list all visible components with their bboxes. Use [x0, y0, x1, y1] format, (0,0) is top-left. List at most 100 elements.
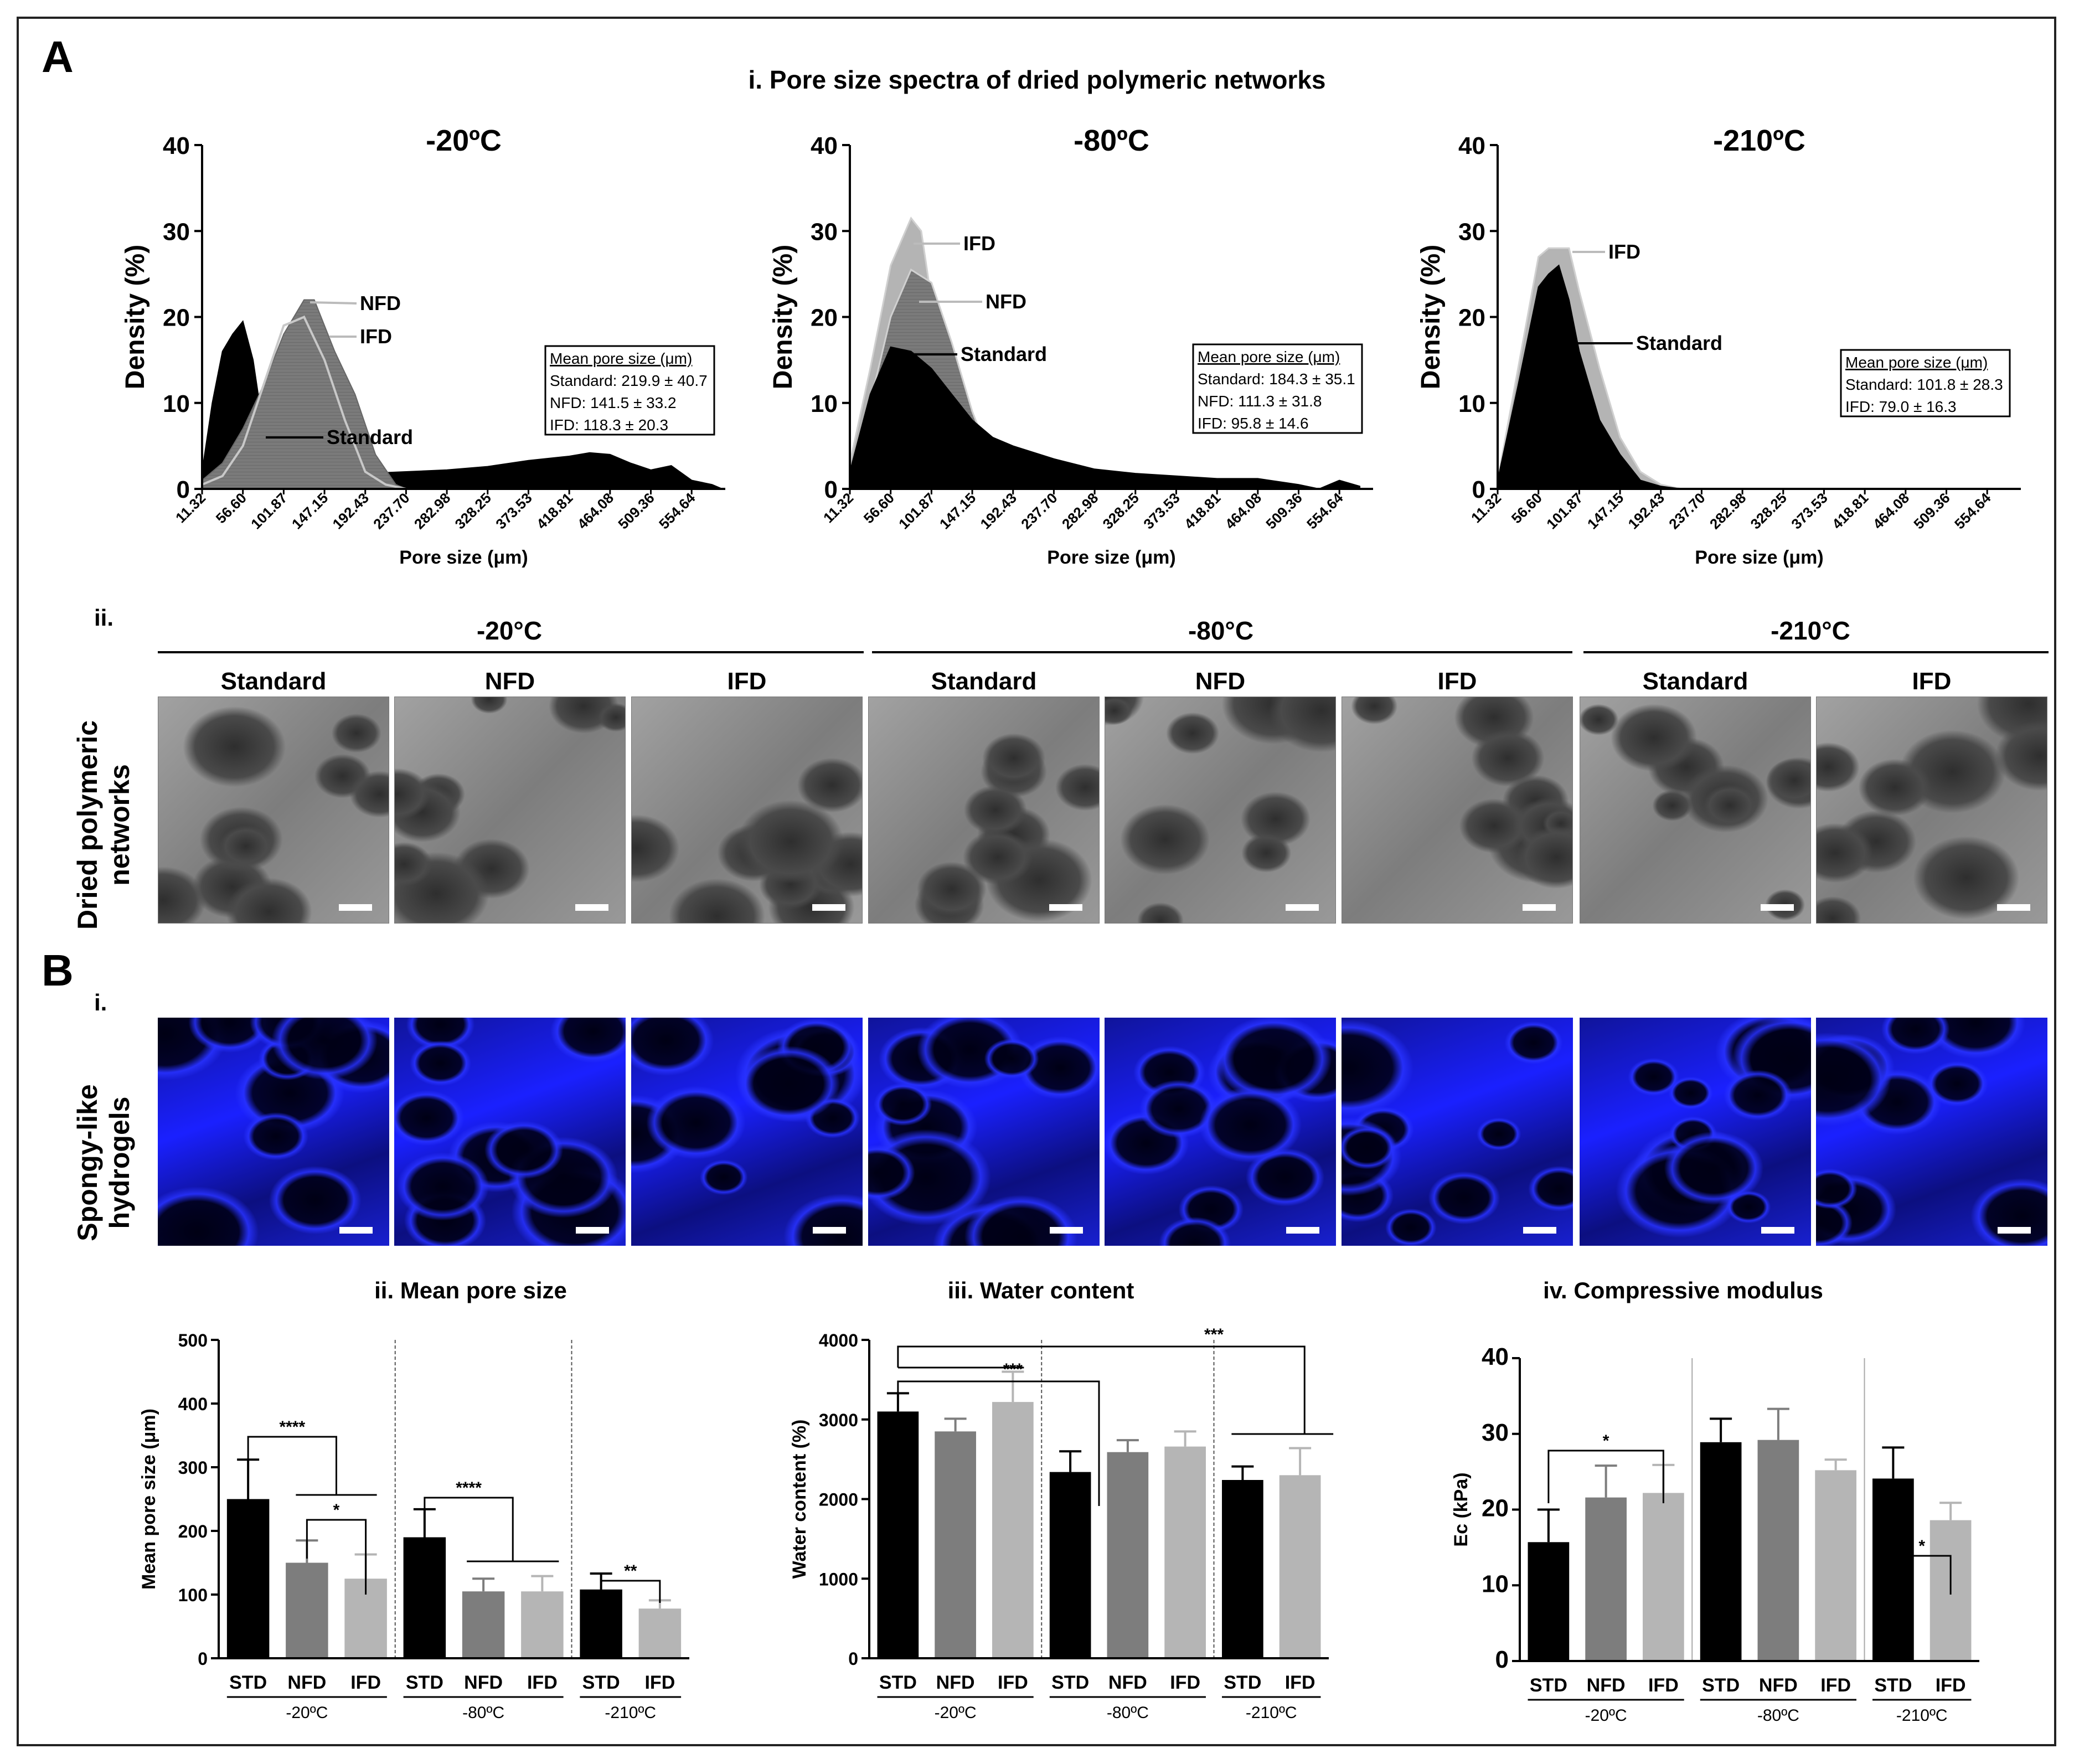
bar [580, 1589, 622, 1658]
x-tick-label: 509.36 [615, 489, 657, 532]
bar-chart: STD NFD IFD -20ºC STD NFD IFD -80ºC STD IFD -210ºC… [138, 1330, 689, 1722]
y-tick-label: 30 [163, 218, 190, 245]
row-label-dried-line2: networks [104, 764, 135, 886]
significance-bracket [424, 1497, 514, 1561]
category-label: NFD [1759, 1675, 1798, 1696]
bar [992, 1402, 1034, 1658]
mean-pore-size-box [1192, 343, 1363, 434]
mean-pore-size-box-line: Standard: 101.8 ± 28.3 [1845, 376, 2003, 393]
callout-label: IFD [360, 325, 392, 348]
x-tick-label: 101.87 [1543, 489, 1586, 532]
row-label-dried: Dried polymeric networks [72, 720, 135, 930]
scale-bar [575, 904, 608, 911]
y-axis-label: Density (%) [1416, 245, 1446, 389]
mean-pore-size-box [544, 345, 715, 436]
y-tick-label: 30 [1482, 1419, 1509, 1446]
image-group-header-20: -20°C [477, 616, 542, 645]
confocal-micrograph [868, 1018, 1100, 1246]
bar [638, 1608, 682, 1658]
y-tick-label: 10 [1458, 390, 1485, 417]
category-label: STD [1530, 1675, 1567, 1696]
category-label: STD [406, 1672, 443, 1693]
x-tick-label: 147.15 [1584, 489, 1627, 532]
y-tick-label: 20 [811, 305, 838, 332]
x-tick-label: 237.70 [370, 489, 412, 532]
bar [1107, 1452, 1149, 1658]
sem-micrograph [1816, 697, 2047, 924]
y-tick-label: 2000 [819, 1490, 858, 1510]
scale-bar [1761, 1227, 1794, 1234]
image-column-header: Standard [931, 668, 1037, 695]
group-label: -80ºC [462, 1704, 504, 1722]
category-label: STD [879, 1672, 917, 1693]
mean-pore-size-box-title: Mean pore size (μm) [550, 350, 692, 367]
confocal-micrograph [1580, 1018, 1811, 1246]
x-tick-label: 192.43 [1625, 489, 1668, 532]
section-b-ii-title: ii. Mean pore size [374, 1277, 567, 1303]
mean-pore-size-box-title: Mean pore size (μm) [1198, 348, 1340, 365]
image-column-header: NFD [485, 668, 535, 695]
y-tick-label: 0 [198, 1649, 208, 1669]
chart-title: -20ºC [426, 124, 502, 157]
significance-bracket [897, 1345, 1306, 1434]
bar [521, 1591, 564, 1658]
image-column-header: IFD [1438, 668, 1477, 695]
sem-micrograph [158, 697, 389, 924]
significance-label: * [333, 1501, 340, 1519]
scale-bar [812, 904, 845, 911]
y-tick-label: 20 [1458, 305, 1485, 332]
significance-label: *** [1003, 1360, 1023, 1379]
confocal-micrograph [1105, 1018, 1336, 1246]
mean-pore-size-box-line: NFD: 141.5 ± 33.2 [550, 394, 677, 411]
panel-label-a: A [42, 32, 74, 81]
image-column-headers: Standard NFD IFD Standard NFD IFD Standard IFD [221, 668, 1952, 695]
sem-micrograph [1342, 697, 1573, 924]
significance-bracket [897, 1380, 1100, 1506]
x-tick-label: 101.87 [895, 489, 938, 532]
x-tick-label: 509.36 [1262, 489, 1305, 532]
y-tick-label: 40 [1458, 132, 1485, 159]
panel-label-b: B [42, 946, 74, 995]
x-axis-label: Pore size (μm) [1047, 547, 1175, 568]
callout-label: Standard [961, 343, 1047, 365]
category-label: IFD [1648, 1675, 1679, 1696]
category-label: IFD [644, 1672, 675, 1693]
category-label: STD [1051, 1672, 1089, 1693]
y-tick-label: 40 [163, 132, 190, 159]
category-label: STD [1224, 1672, 1261, 1693]
scale-bar [1998, 1227, 2031, 1234]
confocal-micrograph [158, 1018, 389, 1246]
y-tick-label: 300 [178, 1458, 208, 1478]
significance-label: *** [1204, 1325, 1224, 1344]
y-tick-label: 10 [1482, 1570, 1509, 1597]
y-axis-label: Water content (%) [789, 1420, 810, 1579]
confocal-micrograph [1816, 1018, 2047, 1246]
y-tick-label: 40 [1482, 1343, 1509, 1370]
x-tick-label: 464.08 [1870, 489, 1912, 532]
x-tick-label: 418.81 [1829, 489, 1871, 532]
scale-bar [1997, 904, 2030, 911]
x-tick-label: 56.60 [860, 489, 897, 527]
mean-pore-size-box-line: Standard: 219.9 ± 40.7 [550, 372, 708, 389]
group-label: -80ºC [1757, 1706, 1799, 1725]
significance-label: * [1603, 1432, 1609, 1450]
callout-label: IFD [1608, 240, 1640, 263]
significance-bracket [306, 1519, 367, 1595]
y-tick-label: 0 [824, 476, 838, 503]
y-axis-label: Mean pore size (μm) [138, 1409, 159, 1590]
y-tick-label: 1000 [819, 1569, 858, 1589]
image-group-header-210: -210°C [1771, 616, 1850, 645]
chart-title: -210ºC [1713, 124, 1805, 157]
scale-bar [339, 904, 372, 911]
category-label: NFD [287, 1672, 326, 1693]
category-label: NFD [1587, 1675, 1626, 1696]
sem-micrograph [1105, 697, 1336, 924]
x-tick-label: 192.43 [329, 489, 372, 532]
x-tick-label: 418.81 [1181, 489, 1224, 532]
category-label: STD [1702, 1675, 1740, 1696]
scale-bar [1523, 1227, 1556, 1234]
bar-chart: STD NFD IFD -20ºC STD NFD IFD -80ºC STD IFD -210ºC… [789, 1325, 1334, 1722]
callout-label: Standard [1636, 332, 1722, 354]
y-tick-label: 3000 [819, 1410, 858, 1430]
